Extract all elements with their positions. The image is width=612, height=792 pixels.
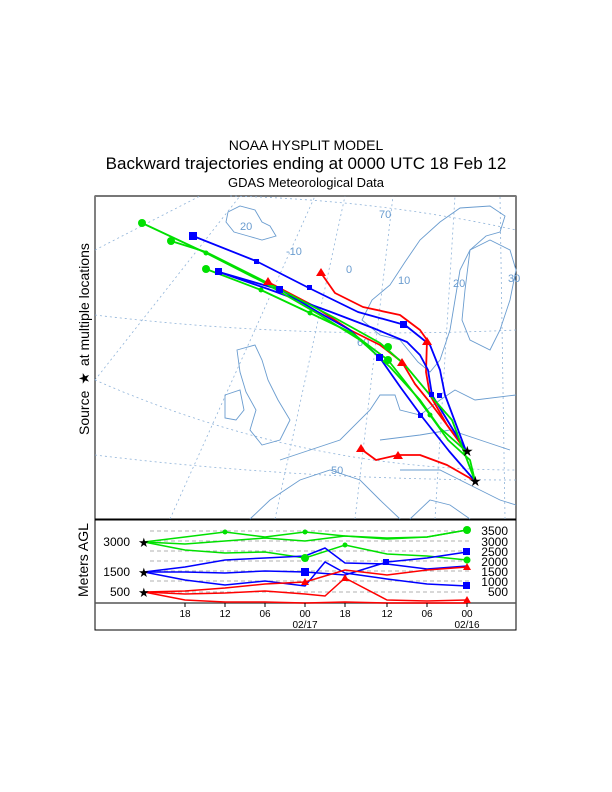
altitude-panel: ★ ★ ★ 3000 1500 500 3500 3000 2500 2000 … <box>94 519 517 631</box>
lon-label: 20 <box>453 278 465 290</box>
map-y-label: Source ★ at multiple locations <box>76 243 92 435</box>
date-label: 02/17 <box>292 620 317 631</box>
map-y-label-suffix: at multiple locations <box>76 243 92 366</box>
lat-label: 50 <box>331 465 343 477</box>
trajectory-red-3 <box>360 448 476 482</box>
lon-label: 10 <box>398 275 410 287</box>
altitude-label: 2500 <box>481 545 508 559</box>
time-axis: 18 12 06 00 18 12 06 00 02/17 02/16 <box>179 603 480 631</box>
source-star-icon: ★ <box>461 443 474 459</box>
lon-label: 0 <box>346 264 352 276</box>
altitude-y-label: Meters AGL <box>75 523 91 597</box>
plot-title: Backward trajectories ending at 0000 UTC… <box>105 154 507 173</box>
date-label: 02/16 <box>454 620 479 631</box>
trajectory-red-1 <box>320 272 467 452</box>
map-panel: 20 -10 0 10 20 30 70 60 50 <box>94 195 520 520</box>
source-star-icon: ★ <box>469 473 482 489</box>
altitude-label: 3000 <box>103 535 130 549</box>
altitude-label: 500 <box>488 585 508 599</box>
plot-subtitle: GDAS Meteorological Data <box>227 175 385 190</box>
altitude-label: 500 <box>110 585 130 599</box>
time-tick: 18 <box>339 609 351 620</box>
time-tick: 00 <box>461 609 473 620</box>
star-icon: ★ <box>76 372 92 385</box>
graticule <box>94 195 517 520</box>
trajectory-green-3 <box>205 268 476 482</box>
lon-label: 20 <box>240 221 252 233</box>
time-tick: 06 <box>421 609 433 620</box>
altitude-label: 3000 <box>481 535 508 549</box>
right-altitude-labels: 3500 3000 2500 2000 1500 1000 500 <box>481 524 508 599</box>
left-altitude-labels: 3000 1500 500 <box>103 535 130 599</box>
trajectory-green-2 <box>170 240 476 482</box>
star-icon: ★ <box>138 565 150 580</box>
coastlines <box>224 205 517 520</box>
altitude-markers <box>222 526 471 603</box>
trajectory-markers <box>138 219 442 459</box>
altitude-label: 1000 <box>481 575 508 589</box>
star-icon: ★ <box>138 535 150 550</box>
time-tick: 12 <box>381 609 393 620</box>
altitude-label: 1500 <box>103 565 130 579</box>
altitude-label: 1500 <box>481 565 508 579</box>
time-tick: 12 <box>219 609 231 620</box>
model-name: NOAA HYSPLIT MODEL <box>228 137 384 153</box>
start-stars: ★ ★ ★ <box>138 535 150 600</box>
time-tick: 06 <box>259 609 271 620</box>
lon-label: -10 <box>286 246 302 258</box>
lat-label: 70 <box>379 209 391 221</box>
map-y-label-prefix: Source <box>76 390 92 435</box>
time-tick: 18 <box>179 609 191 620</box>
time-tick: 00 <box>299 609 311 620</box>
altitude-label: 2000 <box>481 555 508 569</box>
star-icon: ★ <box>138 585 150 600</box>
altitude-label: 3500 <box>481 524 508 538</box>
